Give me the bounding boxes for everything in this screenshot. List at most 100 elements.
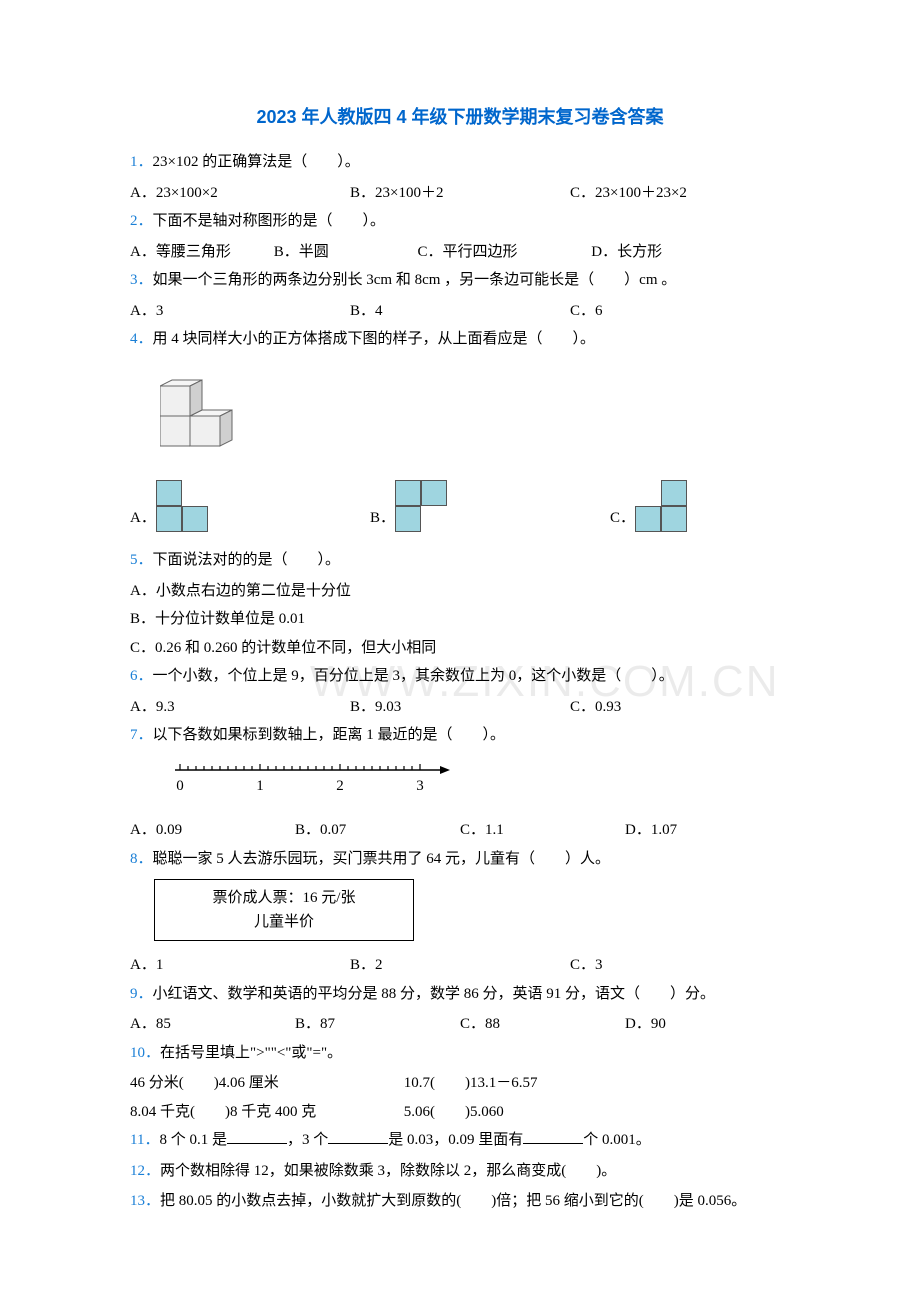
q5-opt-b: B．十分位计数单位是 0.01 [130, 605, 790, 634]
ticket-box: 票价成人票：16 元/张 儿童半价 [154, 879, 414, 941]
q7-opt-b: B．0.07 [295, 816, 460, 845]
q10-l1a: 46 分米( )4.06 厘米 [130, 1069, 400, 1098]
svg-text:0: 0 [176, 778, 184, 794]
q4-opt-a-label: A． [130, 504, 156, 533]
q5-num: 5． [130, 552, 153, 568]
q10-l2b: 5.06( )5.060 [404, 1104, 504, 1120]
q11-t1: 8 个 0.1 是 [159, 1132, 227, 1148]
q8-num: 8． [130, 851, 153, 867]
q8-options: A．1 B．2 C．3 [130, 951, 790, 980]
q12-text: 两个数相除得 12，如果被除数乘 3，除数除以 2，那么商变成( )。 [160, 1163, 616, 1179]
question-11: 11．8 个 0.1 是 ，3 个 是 0.03，0.09 里面有 个 0.001。 [130, 1126, 790, 1155]
q8-text: 聪聪一家 5 人去游乐园玩，买门票共用了 64 元，儿童有（ ）人。 [153, 851, 611, 867]
q9-options: A．85 B．87 C．88 D．90 [130, 1010, 790, 1039]
cube-figure [160, 366, 790, 463]
q6-opt-a: A．9.3 [130, 693, 350, 722]
q4-opt-b: B． [370, 480, 610, 532]
q4-num: 4． [130, 331, 153, 347]
ticket-line-2: 儿童半价 [155, 910, 413, 934]
q4-opt-a: A． [130, 480, 370, 532]
svg-text:3: 3 [416, 778, 424, 794]
q10-l2a: 8.04 千克( )8 千克 400 克 [130, 1098, 400, 1127]
q2-text: 下面不是轴对称图形的是（ ）。 [153, 213, 386, 229]
question-13: 13．把 80.05 的小数点去掉，小数就扩大到原数的( )倍；把 56 缩小到… [130, 1187, 790, 1216]
q1-num: 1． [130, 154, 153, 170]
q11-num: 11． [130, 1132, 159, 1148]
q5-opt-c: C．0.26 和 0.260 的计数单位不同，但大小相同 [130, 634, 790, 663]
q4-opt-c: C． [610, 480, 790, 532]
q1-text: 23×102 的正确算法是（ ）。 [153, 154, 360, 170]
q11-t3: 是 0.03，0.09 里面有 [388, 1132, 523, 1148]
q3-options: A．3 B．4 C．6 [130, 297, 790, 326]
q7-options: A．0.09 B．0.07 C．1.1 D．1.07 [130, 816, 790, 845]
q9-opt-c: C．88 [460, 1010, 625, 1039]
q7-num: 7． [130, 727, 153, 743]
question-7: 7．以下各数如果标到数轴上，距离 1 最近的是（ ）。 [130, 721, 790, 750]
question-4: 4．用 4 块同样大小的正方体搭成下图的样子，从上面看应是（ ）。 [130, 325, 790, 354]
svg-text:1: 1 [256, 778, 264, 794]
q11-blank3 [523, 1129, 583, 1144]
q9-text: 小红语文、数学和英语的平均分是 88 分，数学 86 分，英语 91 分，语文（… [153, 986, 716, 1002]
q8-opt-c: C．3 [570, 951, 790, 980]
cube-svg-icon [160, 366, 250, 452]
q11-blank1 [227, 1129, 287, 1144]
question-1: 1．23×102 的正确算法是（ ）。 [130, 148, 790, 177]
q6-options: A．9.3 B．9.03 C．0.93 [130, 693, 790, 722]
q9-num: 9． [130, 986, 153, 1002]
q4-opt-b-label: B． [370, 504, 395, 533]
page-title: 2023 年人教版四 4 年级下册数学期末复习卷含答案 [130, 100, 790, 134]
q3-text: 如果一个三角形的两条边分别长 3cm 和 8cm ，另一条边可能长是（ ）cm … [153, 272, 677, 288]
question-9: 9．小红语文、数学和英语的平均分是 88 分，数学 86 分，英语 91 分，语… [130, 980, 790, 1009]
q1-opt-a: A．23×100×2 [130, 179, 350, 208]
q1-opt-c: C．23×100＋23×2 [570, 179, 790, 208]
q3-opt-b: B．4 [350, 297, 570, 326]
number-line-svg-icon: 0 1 2 3 [170, 758, 460, 798]
q4-opt-c-shape [635, 480, 687, 532]
q7-text: 以下各数如果标到数轴上，距离 1 最近的是（ ）。 [153, 727, 506, 743]
q13-text: 把 80.05 的小数点去掉，小数就扩大到原数的( )倍；把 56 缩小到它的(… [160, 1193, 746, 1209]
q3-opt-a: A．3 [130, 297, 350, 326]
q12-num: 12． [130, 1163, 160, 1179]
q5-text: 下面说法对的的是（ ）。 [153, 552, 341, 568]
number-line: 0 1 2 3 [170, 758, 790, 809]
q2-opt-a: A．等腰三角形 [130, 238, 270, 267]
q5-opt-a: A．小数点右边的第二位是十分位 [130, 577, 790, 606]
question-6: 6．一个小数，个位上是 9，百分位上是 3，其余数位上为 0，这个小数是（ ）。 [130, 662, 790, 691]
q10-row2: 8.04 千克( )8 千克 400 克 5.06( )5.060 [130, 1098, 790, 1127]
question-12: 12．两个数相除得 12，如果被除数乘 3，除数除以 2，那么商变成( )。 [130, 1157, 790, 1186]
q7-opt-d: D．1.07 [625, 816, 790, 845]
q6-opt-c: C．0.93 [570, 693, 790, 722]
q2-opt-c: C．平行四边形 [418, 238, 588, 267]
q9-opt-a: A．85 [130, 1010, 295, 1039]
q4-text: 用 4 块同样大小的正方体搭成下图的样子，从上面看应是（ ）。 [153, 331, 596, 347]
q6-num: 6． [130, 668, 153, 684]
q3-opt-c: C．6 [570, 297, 790, 326]
q1-options: A．23×100×2 B．23×100＋2 C．23×100＋23×2 [130, 179, 790, 208]
question-5: 5．下面说法对的的是（ ）。 [130, 546, 790, 575]
q9-opt-b: B．87 [295, 1010, 460, 1039]
q2-opt-d: D．长方形 [591, 238, 711, 267]
q2-opt-b: B．半圆 [274, 238, 414, 267]
q11-t2: ，3 个 [287, 1132, 328, 1148]
q8-opt-b: B．2 [350, 951, 570, 980]
question-2: 2．下面不是轴对称图形的是（ ）。 [130, 207, 790, 236]
q13-num: 13． [130, 1193, 160, 1209]
svg-text:2: 2 [336, 778, 344, 794]
q1-opt-b: B．23×100＋2 [350, 179, 570, 208]
q4-options: A． B． C． [130, 480, 790, 532]
q10-l1b: 10.7( )13.1－6.57 [404, 1075, 538, 1091]
question-8: 8．聪聪一家 5 人去游乐园玩，买门票共用了 64 元，儿童有（ ）人。 [130, 845, 790, 874]
q10-num: 10． [130, 1045, 160, 1061]
q10-row1: 46 分米( )4.06 厘米 10.7( )13.1－6.57 [130, 1069, 790, 1098]
q4-opt-a-shape [156, 480, 208, 532]
q4-opt-b-shape [395, 480, 447, 532]
question-10: 10．在括号里填上">""<"或"="。 [130, 1039, 790, 1068]
q10-text: 在括号里填上">""<"或"="。 [160, 1045, 342, 1061]
question-3: 3．如果一个三角形的两条边分别长 3cm 和 8cm ，另一条边可能长是（ ）c… [130, 266, 790, 295]
q7-opt-c: C．1.1 [460, 816, 625, 845]
q11-t4: 个 0.001。 [583, 1132, 651, 1148]
q8-opt-a: A．1 [130, 951, 350, 980]
q6-text: 一个小数，个位上是 9，百分位上是 3，其余数位上为 0，这个小数是（ ）。 [153, 668, 674, 684]
q4-opt-c-label: C． [610, 504, 635, 533]
q6-opt-b: B．9.03 [350, 693, 570, 722]
